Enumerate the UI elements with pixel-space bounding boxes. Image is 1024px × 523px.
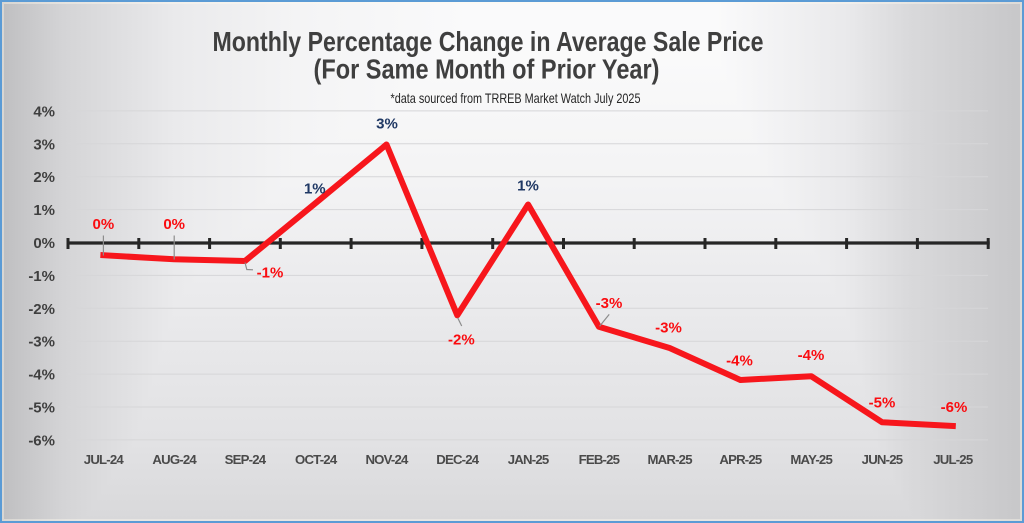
svg-text:DEC-24: DEC-24 — [436, 452, 480, 467]
svg-text:1%: 1% — [517, 177, 539, 194]
svg-text:-5%: -5% — [869, 395, 896, 412]
svg-text:-4%: -4% — [726, 353, 753, 370]
svg-text:0%: 0% — [93, 216, 115, 233]
svg-text:-1%: -1% — [257, 264, 284, 281]
svg-text:4%: 4% — [33, 103, 55, 120]
svg-text:-2%: -2% — [448, 331, 475, 348]
svg-text:APR-25: APR-25 — [719, 452, 762, 467]
svg-text:-4%: -4% — [28, 367, 55, 384]
svg-text:-4%: -4% — [798, 347, 825, 364]
svg-text:MAY-25: MAY-25 — [790, 452, 832, 467]
svg-text:MAR-25: MAR-25 — [647, 452, 692, 467]
svg-text:AUG-24: AUG-24 — [152, 452, 197, 467]
svg-text:JUL-24: JUL-24 — [84, 452, 125, 467]
svg-text:OCT-24: OCT-24 — [295, 452, 338, 467]
svg-text:SEP-24: SEP-24 — [225, 452, 267, 467]
svg-text:(For Same Month of Prior Year): (For Same Month of Prior Year) — [314, 54, 660, 85]
svg-text:NOV-24: NOV-24 — [365, 452, 409, 467]
svg-text:-6%: -6% — [28, 432, 55, 449]
svg-text:-3%: -3% — [596, 295, 623, 312]
svg-text:-3%: -3% — [655, 320, 682, 337]
svg-text:*data sourced from TRREB Marke: *data sourced from TRREB Market Watch Ju… — [391, 90, 641, 106]
svg-text:FEB-25: FEB-25 — [579, 452, 620, 467]
svg-text:3%: 3% — [33, 136, 55, 153]
svg-text:JUL-25: JUL-25 — [933, 452, 973, 467]
svg-text:-3%: -3% — [28, 334, 55, 351]
svg-text:Monthly Percentage Change in A: Monthly Percentage Change in Average Sal… — [213, 26, 764, 57]
svg-text:1%: 1% — [33, 202, 55, 219]
svg-text:-6%: -6% — [941, 399, 968, 416]
svg-text:JUN-25: JUN-25 — [862, 452, 903, 467]
svg-text:3%: 3% — [376, 115, 398, 132]
svg-text:-5%: -5% — [28, 400, 55, 417]
svg-text:-1%: -1% — [28, 268, 55, 285]
svg-text:JAN-25: JAN-25 — [508, 452, 549, 467]
svg-text:0%: 0% — [33, 235, 55, 252]
svg-text:0%: 0% — [163, 216, 185, 233]
svg-text:-2%: -2% — [28, 301, 55, 318]
svg-text:2%: 2% — [33, 169, 55, 186]
svg-text:1%: 1% — [304, 181, 326, 198]
